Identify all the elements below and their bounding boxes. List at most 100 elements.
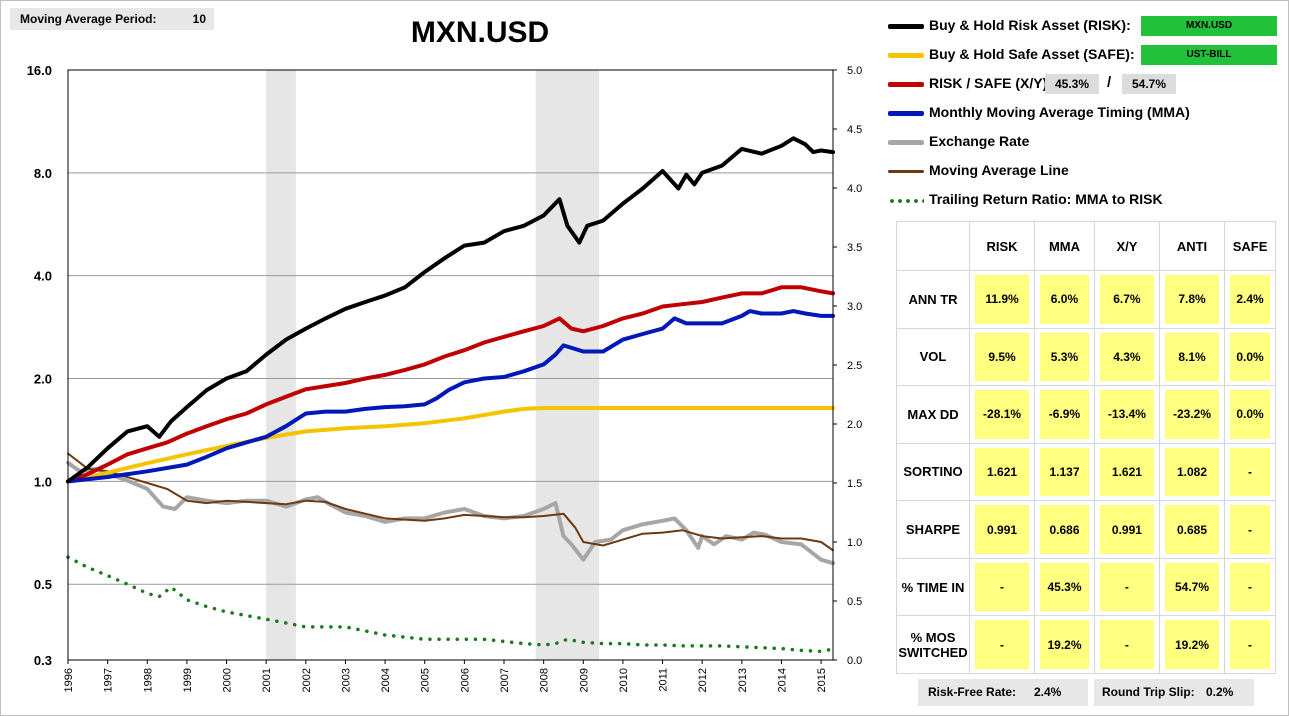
stats-cell: 0.0% <box>1224 385 1276 444</box>
series-line-1 <box>66 406 835 484</box>
y-right-tick-label: 0.0 <box>847 655 862 667</box>
stats-cell: 6.7% <box>1093 270 1160 329</box>
stats-cell: 19.2% <box>1034 615 1095 674</box>
risk-free-rate-box: Risk-Free Rate: 2.4% <box>918 679 1088 706</box>
ratio-x-tag: 45.3% <box>1045 74 1099 94</box>
x-tick-label: 2011 <box>658 668 670 692</box>
stats-row-label: SORTINO <box>896 442 970 502</box>
stats-cell-value: 0.685 <box>1164 505 1220 554</box>
moving-average-period-value: 10 <box>192 12 206 26</box>
legend-ratio-swatch <box>888 82 924 87</box>
stats-row-sharpe: SHARPE 0.991 0.686 0.991 0.685 - <box>896 500 1276 559</box>
ratio-y-tag: 54.7% <box>1122 74 1176 94</box>
stats-cell-value: - <box>975 562 1030 612</box>
stats-table: RISK MMA X/Y ANTI SAFE ANN TR 11.9% 6.0%… <box>896 221 1276 674</box>
x-tick-label: 2000 <box>222 668 234 692</box>
stats-row-time-in: % TIME IN - 45.3% - 54.7% - <box>896 557 1276 617</box>
x-tick-label: 2015 <box>816 668 828 692</box>
stats-cell: - <box>1224 500 1276 559</box>
stats-cell-value: - <box>975 620 1030 669</box>
y-right-tick-label: 4.5 <box>847 124 862 136</box>
stats-cell: 1.621 <box>1093 442 1160 502</box>
stats-row-vol: VOL 9.5% 5.3% 4.3% 8.1% 0.0% <box>896 327 1276 387</box>
stats-row-label: % TIME IN <box>896 557 970 617</box>
risk-free-rate-value: 2.4% <box>1034 685 1062 699</box>
stats-cell: 0.0% <box>1224 327 1276 387</box>
stats-cell: 0.686 <box>1034 500 1095 559</box>
stats-cell-value: 1.621 <box>1099 447 1154 497</box>
x-tick-label: 2002 <box>301 668 313 692</box>
legend-trailing-ratio-label: Trailing Return Ratio: MMA to RISK <box>929 191 1163 207</box>
stats-cell-value: -6.9% <box>1040 390 1089 439</box>
y-left-tick-label: 2.0 <box>34 372 52 387</box>
stats-cell: -13.4% <box>1093 385 1160 444</box>
x-tick-label: 2012 <box>697 668 709 692</box>
legend-safe-swatch <box>888 53 924 58</box>
stats-cell-value: 1.082 <box>1164 447 1220 497</box>
stats-cell: 19.2% <box>1158 615 1226 674</box>
stats-cell-value: 7.8% <box>1164 275 1220 324</box>
y-right-tick-label: 2.5 <box>847 360 862 372</box>
y-right-tick-label: 0.5 <box>847 596 862 608</box>
stats-cell: -6.9% <box>1034 385 1095 444</box>
stats-cell: 9.5% <box>968 327 1036 387</box>
stats-cell: 1.621 <box>968 442 1036 502</box>
stats-row-label: % MOS SWITCHED <box>896 615 970 674</box>
stats-cell-value: 0.686 <box>1040 505 1089 554</box>
series-line-5 <box>67 452 834 552</box>
shaded-period <box>266 70 296 660</box>
series-line-6 <box>66 555 835 654</box>
stats-cell-value: -23.2% <box>1164 390 1220 439</box>
stats-cell-value: - <box>1099 620 1154 669</box>
stats-cell: 0.685 <box>1158 500 1226 559</box>
x-tick-label: 1997 <box>103 668 115 692</box>
round-trip-slip-label: Round Trip Slip: <box>1102 685 1195 699</box>
y-left-tick-label: 0.3 <box>34 653 52 668</box>
stats-cell: 6.0% <box>1034 270 1095 329</box>
stats-cell: - <box>968 557 1036 617</box>
stats-row-max-dd: MAX DD -28.1% -6.9% -13.4% -23.2% 0.0% <box>896 385 1276 444</box>
stats-cell: 0.991 <box>968 500 1036 559</box>
chart-title: MXN.USD <box>410 16 550 49</box>
y-left-tick-label: 1.0 <box>34 474 52 489</box>
stats-cell-value: 6.0% <box>1040 275 1089 324</box>
stats-cell-value: 5.3% <box>1040 332 1089 382</box>
legend-risk-label: Buy & Hold Risk Asset (RISK): <box>929 17 1131 33</box>
shaded-period <box>535 70 600 660</box>
stats-cell-value: 9.5% <box>975 332 1030 382</box>
moving-average-period-box: Moving Average Period: 10 <box>10 8 214 30</box>
stats-cell-value: - <box>1230 562 1270 612</box>
stats-cell-value: 11.9% <box>975 275 1030 324</box>
stats-cell-value: 1.621 <box>975 447 1030 497</box>
x-tick-label: 2004 <box>380 668 392 692</box>
legend-trailing-ratio-swatch <box>888 199 924 203</box>
x-tick-label: 2013 <box>737 668 749 692</box>
stats-cell: 0.991 <box>1093 500 1160 559</box>
y-right-tick-label: 1.5 <box>847 478 862 490</box>
legend-exchange-rate-swatch <box>888 140 924 145</box>
x-tick-label: 1998 <box>142 668 154 692</box>
stats-cell: - <box>1224 442 1276 502</box>
x-tick-label: 2014 <box>776 668 788 692</box>
stats-cell: - <box>1093 557 1160 617</box>
stats-cell-value: - <box>1230 620 1270 669</box>
legend-moving-average-swatch <box>888 170 924 173</box>
legend-ratio-label: RISK / SAFE (X/Y): <box>929 75 1052 91</box>
stats-cell-value: 2.4% <box>1230 275 1270 324</box>
plot-area-border <box>67 69 834 661</box>
stats-header-mma: MMA <box>1034 221 1095 271</box>
y-left-tick-label: 16.0 <box>27 63 52 78</box>
stats-cell: 1.082 <box>1158 442 1226 502</box>
stats-cell-value: 0.0% <box>1230 332 1270 382</box>
price-chart: 0.3 0.5 1.0 2.0 4.0 8.0 16.0 0.0 0.5 1.0 1.5 2.0 2.5… <box>27 63 863 692</box>
legend-mma-swatch <box>888 111 924 116</box>
stats-cell-value: 0.0% <box>1230 390 1270 439</box>
stats-row-mos-switched: % MOS SWITCHED - 19.2% - 19.2% - <box>896 615 1276 674</box>
series-line-2 <box>66 285 835 484</box>
y-right-tick-label: 3.0 <box>847 301 862 313</box>
stats-cell: 2.4% <box>1224 270 1276 329</box>
stats-cell: 54.7% <box>1158 557 1226 617</box>
stats-header-risk: RISK <box>968 221 1036 271</box>
stats-cell-value: 6.7% <box>1099 275 1154 324</box>
stats-cell: 45.3% <box>1034 557 1095 617</box>
